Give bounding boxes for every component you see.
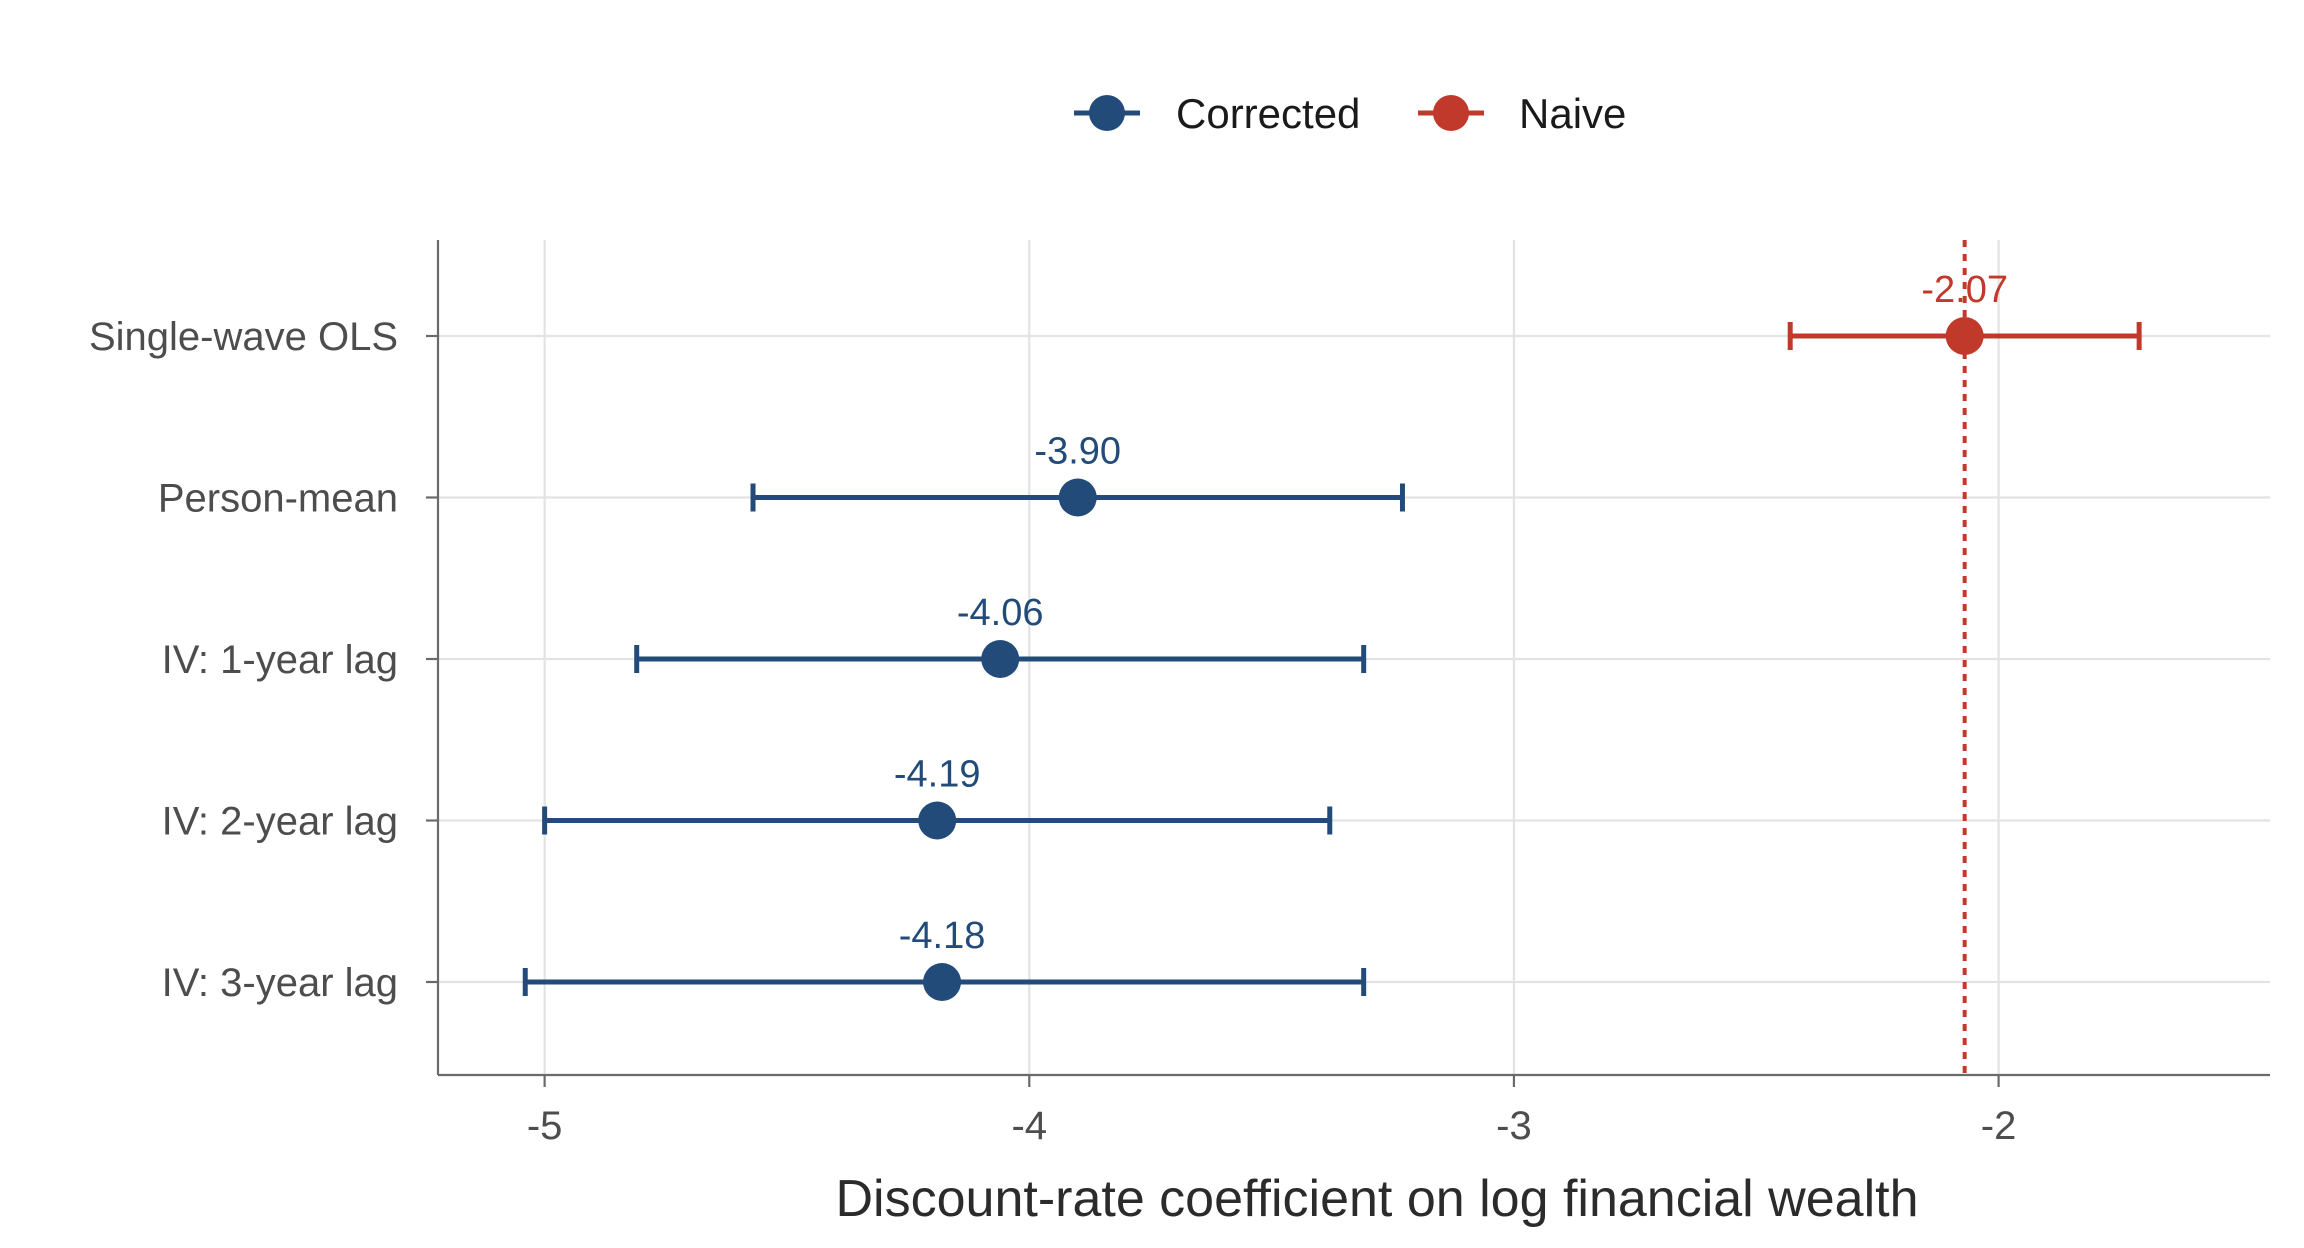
y-category-label: Single-wave OLS: [89, 315, 398, 359]
coefficient-corrected: -4.18: [522, 915, 1367, 1001]
y-category-label: IV: 3-year lag: [162, 961, 398, 1005]
x-tick-label: -2: [1981, 1104, 2017, 1148]
point-marker: [981, 640, 1020, 678]
data-label: -3.90: [1034, 431, 1121, 473]
data-label: -4.18: [899, 915, 986, 957]
coefficient-corrected: -3.90: [750, 431, 1405, 517]
legend-item-corrected: Corrected: [1074, 90, 1360, 137]
legend-label-corrected: Corrected: [1176, 90, 1360, 137]
axes: -5 -4 -3 -2 Single-wave OLS Person-mean IV: 1-…: [89, 240, 2270, 1148]
legend-marker-naive: [1433, 95, 1469, 131]
legend: Corrected Naive: [1074, 90, 1626, 137]
data-marks: -2.07 -3.90 -4.06 -4.19 -4.18: [522, 269, 2142, 1001]
y-category-label: IV: 1-year lag: [162, 638, 398, 682]
y-category-label: IV: 2-year lag: [162, 800, 398, 844]
data-label: -4.19: [894, 754, 981, 796]
point-marker: [1945, 317, 1984, 355]
point-marker: [923, 963, 962, 1001]
legend-label-naive: Naive: [1519, 90, 1626, 137]
x-tick-label: -5: [527, 1104, 563, 1148]
coefficient-naive: -2.07: [1787, 269, 2142, 355]
legend-marker-corrected: [1089, 95, 1125, 131]
data-label: -2.07: [1921, 269, 2008, 311]
coefficient-corrected: -4.19: [542, 754, 1333, 840]
x-axis-title: Discount-rate coefficient on log financi…: [836, 1170, 1919, 1228]
legend-item-naive: Naive: [1418, 90, 1626, 137]
point-marker: [918, 801, 957, 840]
y-category-label: Person-mean: [158, 477, 398, 521]
x-tick-label: -4: [1011, 1104, 1047, 1148]
x-tick-label: -3: [1496, 1104, 1532, 1148]
data-label: -4.06: [957, 592, 1044, 634]
point-marker: [1058, 478, 1097, 517]
coefficient-corrected: -4.06: [634, 592, 1367, 678]
